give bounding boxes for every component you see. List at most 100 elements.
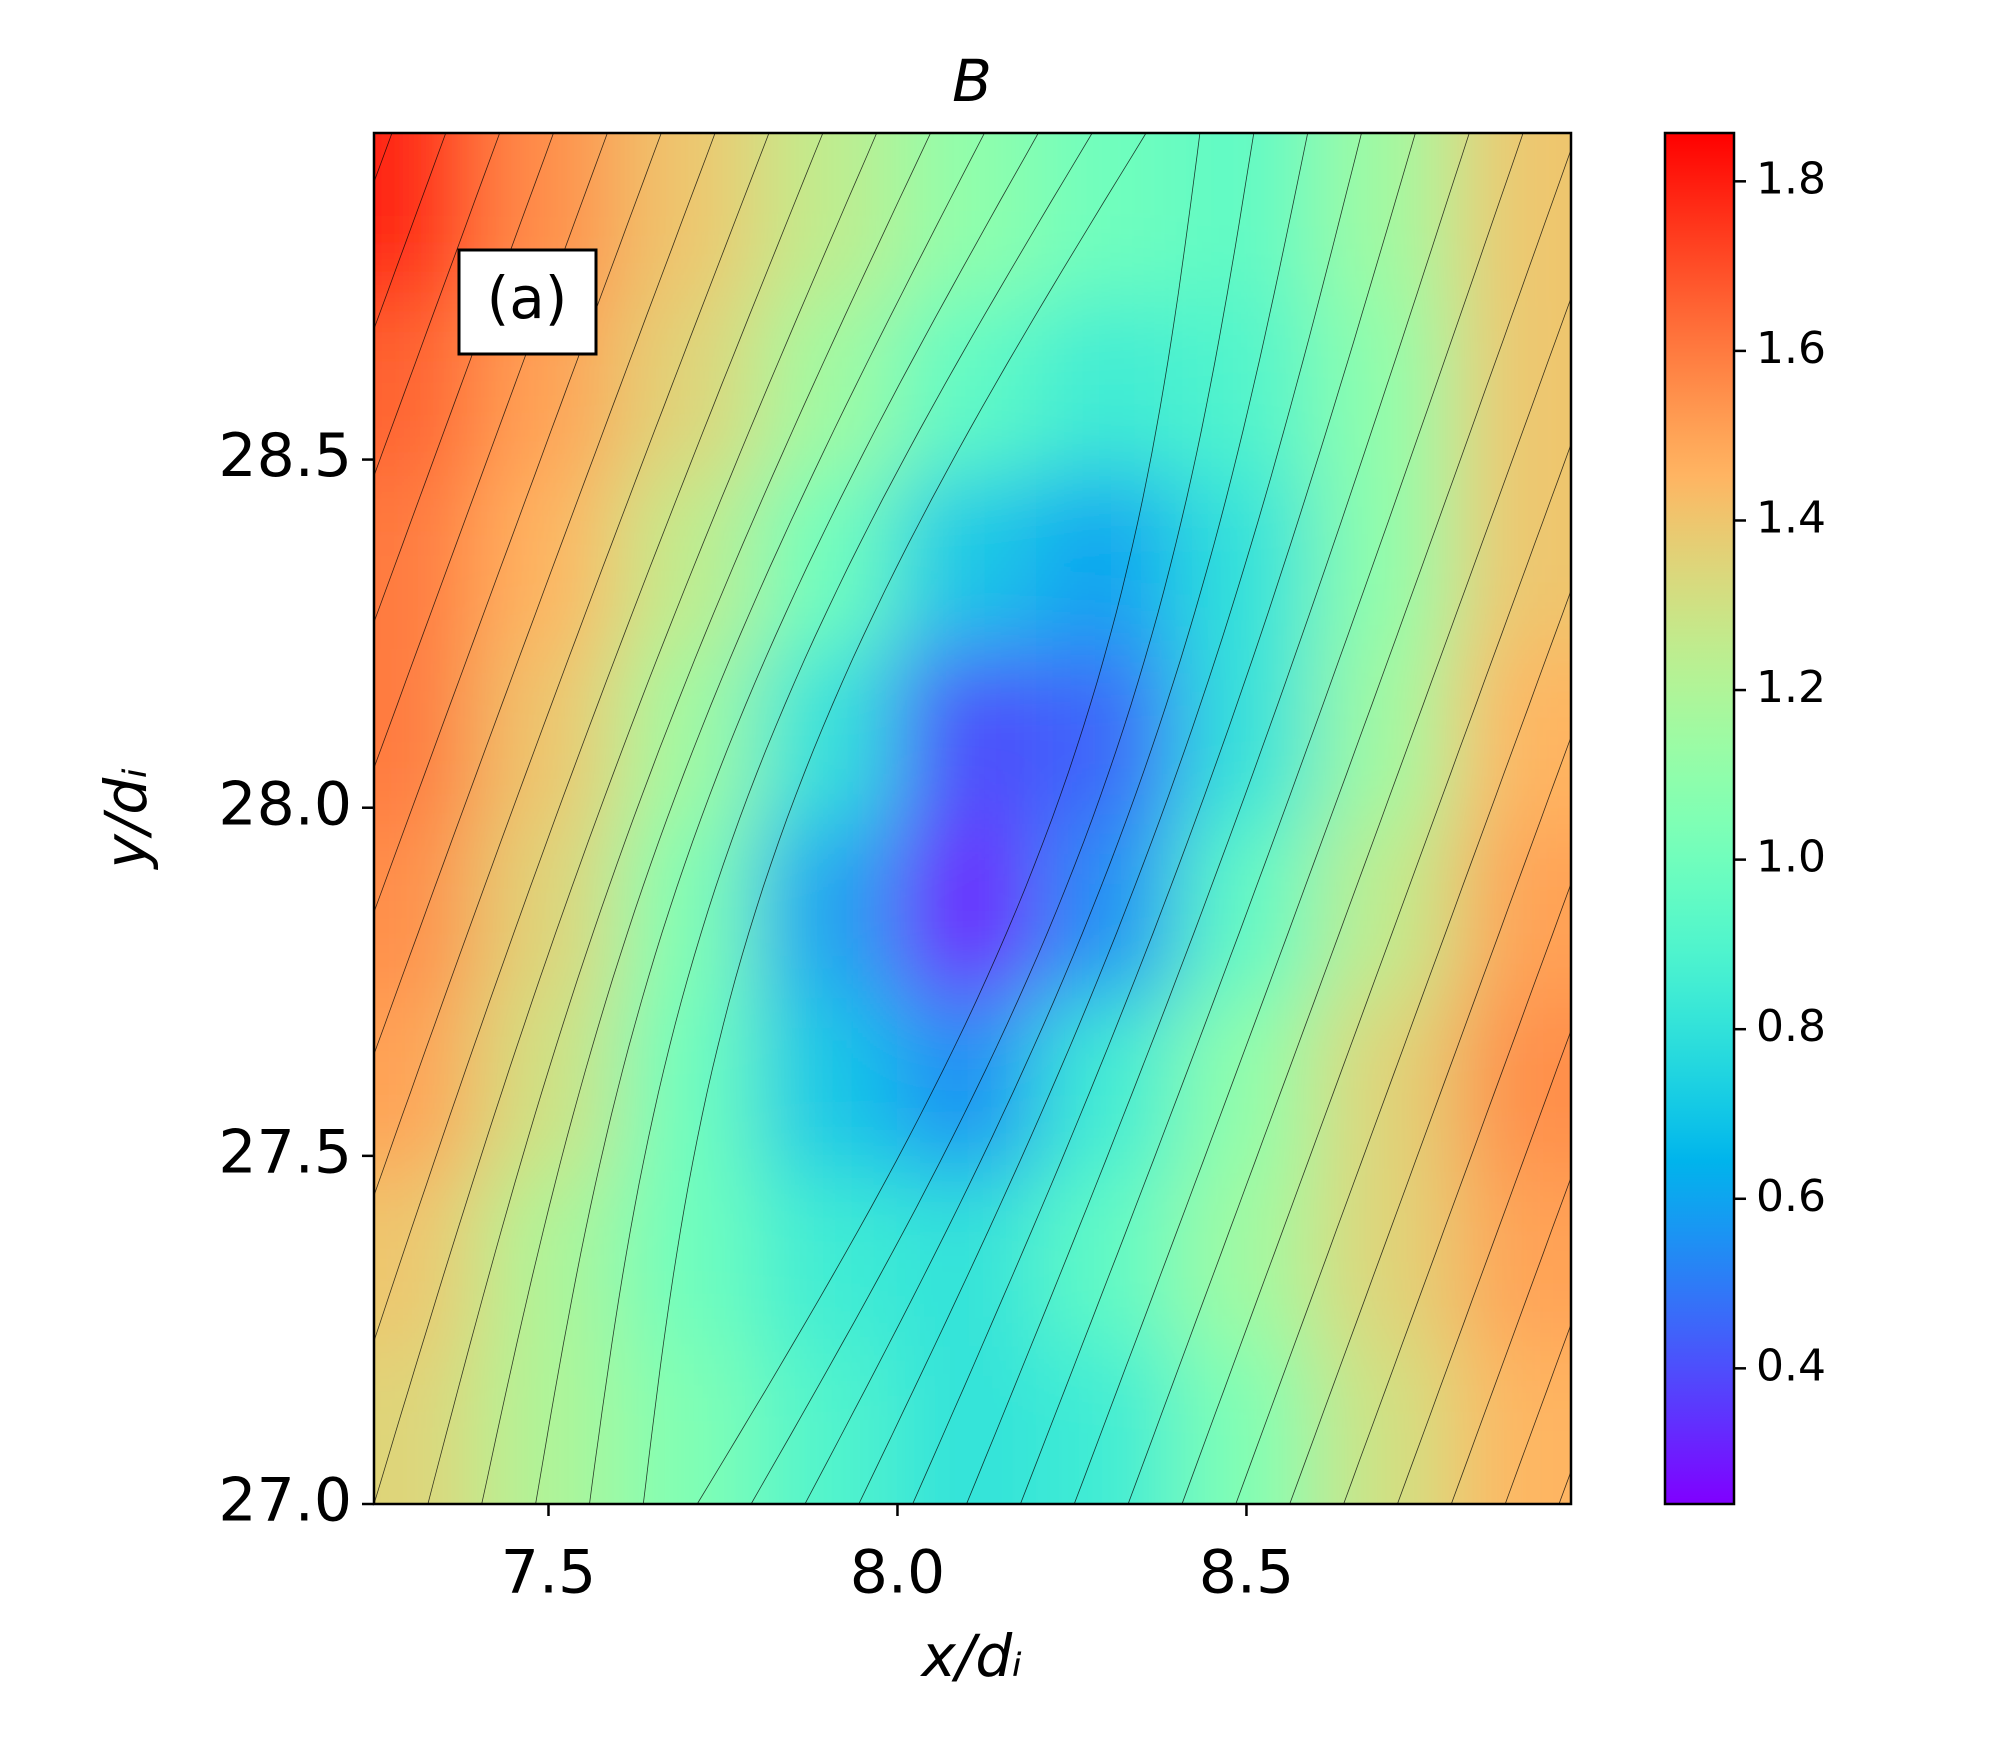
field-line [750, 133, 1255, 1504]
heatmap-cell [374, 824, 480, 1001]
heatmap-cell [1315, 998, 1457, 1175]
heatmap-cell [896, 1172, 1039, 1349]
x-axis-label: x/dᵢ [919, 1622, 1022, 1690]
field-line [374, 133, 824, 1343]
heatmap-cell [617, 475, 759, 653]
heatmap-cell [477, 475, 620, 653]
heatmap-cell [1454, 824, 1571, 1001]
heatmap-cell [1454, 1346, 1571, 1504]
field-line [1020, 133, 1524, 1504]
heatmap-cell [374, 1172, 480, 1349]
heatmap-cell [1175, 1172, 1318, 1349]
colorbar-tick-label: 1.8 [1756, 153, 1826, 204]
field-line [912, 133, 1416, 1504]
heatmap-cell [374, 650, 480, 827]
heatmap-cell [756, 133, 899, 304]
heatmap-cell [1175, 998, 1318, 1175]
heatmap-cell [896, 1346, 1039, 1504]
field-line [1235, 589, 1571, 1504]
heatmap-cell [1036, 1346, 1178, 1504]
field-line [589, 133, 1093, 1504]
field-line [374, 133, 501, 477]
colorbar-tick-label: 1.6 [1756, 323, 1826, 374]
field-line [1127, 297, 1571, 1504]
heatmap-cell [374, 133, 480, 304]
heatmap-cell [1454, 650, 1571, 827]
heatmap-cell [1036, 650, 1178, 827]
plot-area [374, 133, 1571, 1504]
field-line [374, 133, 716, 1056]
heatmap-cell [1454, 301, 1571, 478]
heatmap-cell [1175, 824, 1318, 1001]
field-line [1181, 443, 1571, 1504]
heatmap-cell [1315, 1172, 1457, 1349]
heatmap-cell [617, 133, 759, 304]
field-line [374, 133, 878, 1504]
heatmap-cell [1454, 998, 1571, 1175]
heatmap-cell [1315, 301, 1457, 478]
heatmap-cell [1175, 1346, 1318, 1504]
heatmap-cell [756, 824, 899, 1001]
field-line [374, 133, 608, 770]
heatmap-cell [617, 998, 759, 1175]
heatmap-cell [896, 301, 1039, 478]
heatmap-cell [1175, 650, 1318, 827]
x-tick-label: 7.5 [501, 1538, 596, 1608]
field-line [1397, 1029, 1571, 1504]
field-line [535, 133, 1039, 1504]
y-tick-label: 28.0 [218, 769, 352, 839]
field-line [427, 133, 931, 1504]
field-line [858, 133, 1362, 1504]
heatmap-cell [617, 1346, 759, 1504]
heatmap-cell [1175, 133, 1318, 304]
heatmap-cell [617, 650, 759, 827]
field-line [481, 133, 985, 1504]
heatmap-cell [374, 475, 480, 653]
heatmap-cell [1454, 475, 1571, 653]
field-lines [374, 133, 1571, 1504]
annotation-box [457, 248, 598, 356]
colorbar-tick-label: 1.0 [1756, 832, 1826, 883]
colorbar [1663, 131, 1736, 1506]
field-line [966, 133, 1470, 1504]
x-tick-label: 8.5 [1199, 1538, 1294, 1608]
chart-title: B [952, 47, 992, 115]
heatmap-cell [1315, 824, 1457, 1001]
heatmap-cell [1315, 650, 1457, 827]
y-tick-label: 28.5 [218, 421, 352, 491]
field-line [1073, 148, 1571, 1504]
colorbar-tick-label: 1.4 [1756, 492, 1826, 543]
heatmap-cell [477, 1346, 620, 1504]
colorbar-tick-label: 1.2 [1756, 662, 1826, 713]
heatmap-cell [896, 824, 1039, 1001]
field-line [1450, 1176, 1571, 1504]
field-line [642, 133, 1147, 1504]
colorbar-tick-label: 0.4 [1756, 1340, 1826, 1391]
y-tick-label: 27.5 [218, 1117, 352, 1187]
field-line [1343, 882, 1571, 1504]
annotation: (a) [487, 264, 568, 332]
colorbar-tick-label: 0.8 [1756, 1001, 1826, 1052]
field-line [804, 133, 1309, 1504]
x-tick-label: 8.0 [850, 1538, 945, 1608]
heatmap-cell [477, 824, 620, 1001]
heatmap-cell [617, 301, 759, 478]
heatmap-cell [617, 1172, 759, 1349]
heatmap-cell [1175, 475, 1318, 653]
heatmap-cell [617, 824, 759, 1001]
heatmap-cell [756, 301, 899, 478]
heatmap-cell [896, 650, 1039, 827]
heatmap-cell [896, 998, 1039, 1175]
field-line [1289, 735, 1571, 1504]
heatmap-cell [1036, 1172, 1178, 1349]
heatmap-cell [1315, 1346, 1457, 1504]
heatmap-cell [1315, 475, 1457, 653]
heatmap-cell [756, 475, 899, 653]
heatmap-cell [1454, 133, 1571, 304]
field-line [696, 133, 1201, 1504]
field-line [374, 133, 662, 914]
heatmap-cell [1175, 301, 1318, 478]
colorbar-tick-label: 0.6 [1756, 1171, 1826, 1222]
heatmap-cell [477, 998, 620, 1175]
